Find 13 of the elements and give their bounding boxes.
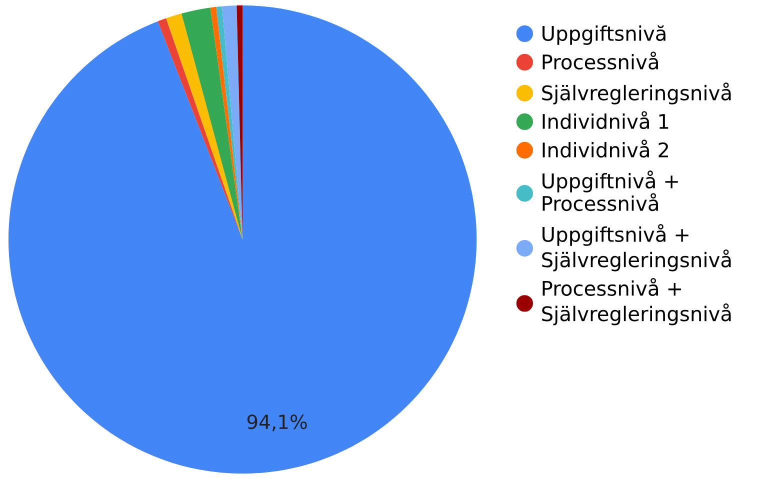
legend-label: Individnivå 1 (542, 111, 668, 130)
legend-label: Processnivå (542, 52, 658, 70)
legend-label: Uppgiftnivå + Processnivå (542, 170, 678, 212)
legend-label: Processnivå + Självregleringsnivå (542, 278, 731, 326)
legend-label: Individnivå 2 (542, 140, 668, 158)
pie-slice (8, 5, 477, 474)
pie-slice (182, 8, 243, 240)
legend-label: Uppgiftsnivă (542, 25, 666, 45)
data-label: 94,1% (247, 414, 307, 432)
legend-label: Uppgiftsnivå + Självregleringsnivå (542, 224, 731, 272)
legend-label: Självregleringsnivå (542, 82, 731, 104)
pie-slice (216, 6, 243, 240)
pie-slice (210, 6, 243, 240)
